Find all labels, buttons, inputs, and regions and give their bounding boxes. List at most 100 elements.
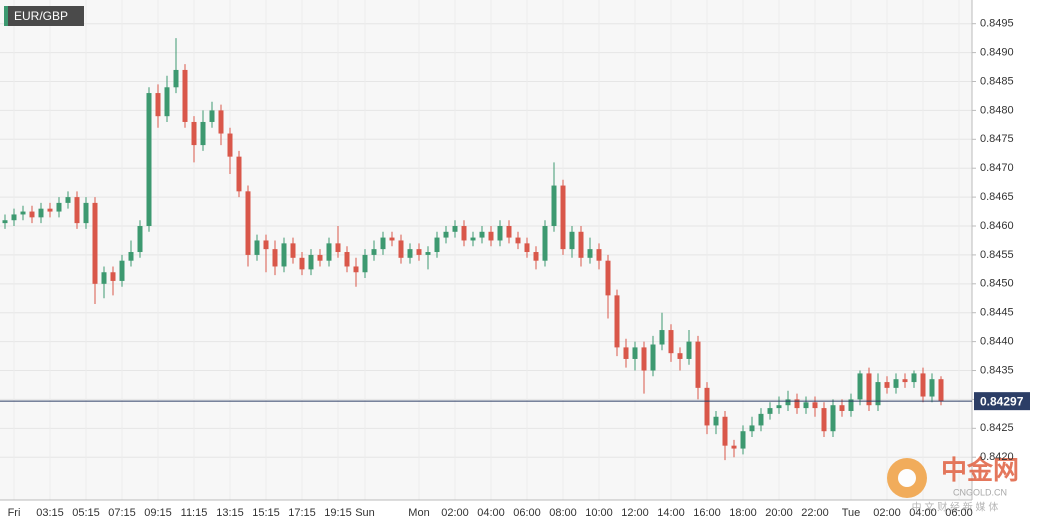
candle-body [173, 69, 179, 88]
candle-body [938, 379, 944, 402]
x-tick-label: 15:15 [252, 507, 280, 519]
candle-body [137, 226, 143, 253]
candle-body [425, 252, 431, 255]
candle-body [596, 249, 602, 261]
candle-body [281, 243, 287, 267]
candle-body [884, 382, 890, 388]
candle-body [767, 408, 773, 414]
candle-body [191, 121, 197, 146]
x-tick-label: 17:15 [288, 507, 316, 519]
candle-body [299, 257, 305, 270]
x-tick-label: 14:00 [657, 507, 685, 519]
y-tick-label: 0.8495 [980, 18, 1014, 30]
candle-body [2, 220, 8, 224]
x-tick-label: 11:15 [181, 507, 208, 519]
chart-title: EUR/GBP [14, 9, 68, 23]
candle-body [29, 211, 35, 218]
candle-body [749, 425, 755, 432]
candle-body [398, 240, 404, 258]
candle-body [209, 110, 215, 122]
x-tick-label: 20:00 [765, 507, 793, 519]
candle-body [668, 330, 674, 354]
candles [2, 38, 944, 461]
candle-body [776, 405, 782, 409]
y-tick-label: 0.8450 [980, 278, 1014, 290]
candle-body [812, 402, 818, 409]
candle-body [470, 237, 476, 241]
candle-body [506, 226, 512, 238]
candle-body [740, 431, 746, 449]
x-tick-label: 16:00 [693, 507, 721, 519]
candle-body [893, 379, 899, 388]
last-price-box [974, 392, 1030, 411]
candle-body [722, 416, 728, 446]
candle-body [416, 249, 422, 255]
x-tick-label: 12:00 [621, 507, 649, 519]
candle-body [101, 272, 107, 284]
watermark-logo-inner [898, 469, 916, 487]
candle-body [632, 347, 638, 359]
x-tick-label: 04:00 [909, 507, 937, 519]
candle-body [497, 226, 503, 241]
candle-body [587, 249, 593, 258]
candle-body [569, 231, 575, 250]
candle-body [389, 237, 395, 241]
watermark: 中金网 CNGOLD.CN 中 文 财 经 新 媒 体 [887, 455, 1019, 514]
candle-body [218, 110, 224, 134]
candle-body [38, 208, 44, 218]
candle-body [866, 373, 872, 406]
candle-body [929, 379, 935, 397]
candle-body [704, 387, 710, 426]
watermark-slogan: 中 文 财 经 新 媒 体 [912, 501, 999, 514]
candle-body [452, 226, 458, 232]
candle-body [182, 69, 188, 122]
candle-body [47, 208, 53, 212]
candle-body [623, 347, 629, 359]
x-tick-label: Mon [408, 507, 429, 519]
candle-body [578, 231, 584, 258]
x-tick-label: Fri [8, 507, 21, 519]
candle-body [200, 121, 206, 146]
candle-body [902, 379, 908, 383]
candle-body [119, 260, 125, 281]
candle-body [830, 405, 836, 432]
title-accent [4, 6, 8, 26]
watermark-name: 中金网 [941, 455, 1019, 485]
y-tick-label: 0.8425 [980, 422, 1014, 434]
candle-body [605, 260, 611, 296]
candle-body [848, 399, 854, 411]
x-tick-label: 18:00 [729, 507, 757, 519]
candle-body [263, 240, 269, 250]
candle-body [407, 249, 413, 258]
candle-body [20, 211, 26, 215]
candle-body [236, 156, 242, 192]
candle-body [911, 373, 917, 383]
candle-body [479, 231, 485, 238]
candle-body [290, 243, 296, 258]
candle-body [335, 243, 341, 253]
candle-body [614, 295, 620, 348]
candle-body [155, 93, 161, 117]
x-tick-label: 09:15 [144, 507, 172, 519]
candle-body [74, 197, 80, 224]
candle-body [488, 231, 494, 241]
candle-body [677, 353, 683, 359]
x-tick-label: 02:00 [873, 507, 901, 519]
candle-body [254, 240, 260, 255]
candle-body [227, 133, 233, 157]
y-tick-label: 0.8465 [980, 191, 1014, 203]
y-tick-label: 0.8480 [980, 104, 1014, 116]
candle-body [11, 214, 17, 221]
candle-body [92, 202, 98, 284]
candle-body [326, 243, 332, 261]
candle-body [272, 249, 278, 267]
candle-body [794, 399, 800, 409]
x-tick-label: 06:00 [945, 507, 973, 519]
x-tick-label: 22:00 [801, 507, 829, 519]
x-tick-label: 07:15 [108, 507, 136, 519]
candle-body [65, 197, 71, 203]
candle-body [371, 249, 377, 255]
candle-body [641, 347, 647, 371]
candle-body [758, 413, 764, 426]
